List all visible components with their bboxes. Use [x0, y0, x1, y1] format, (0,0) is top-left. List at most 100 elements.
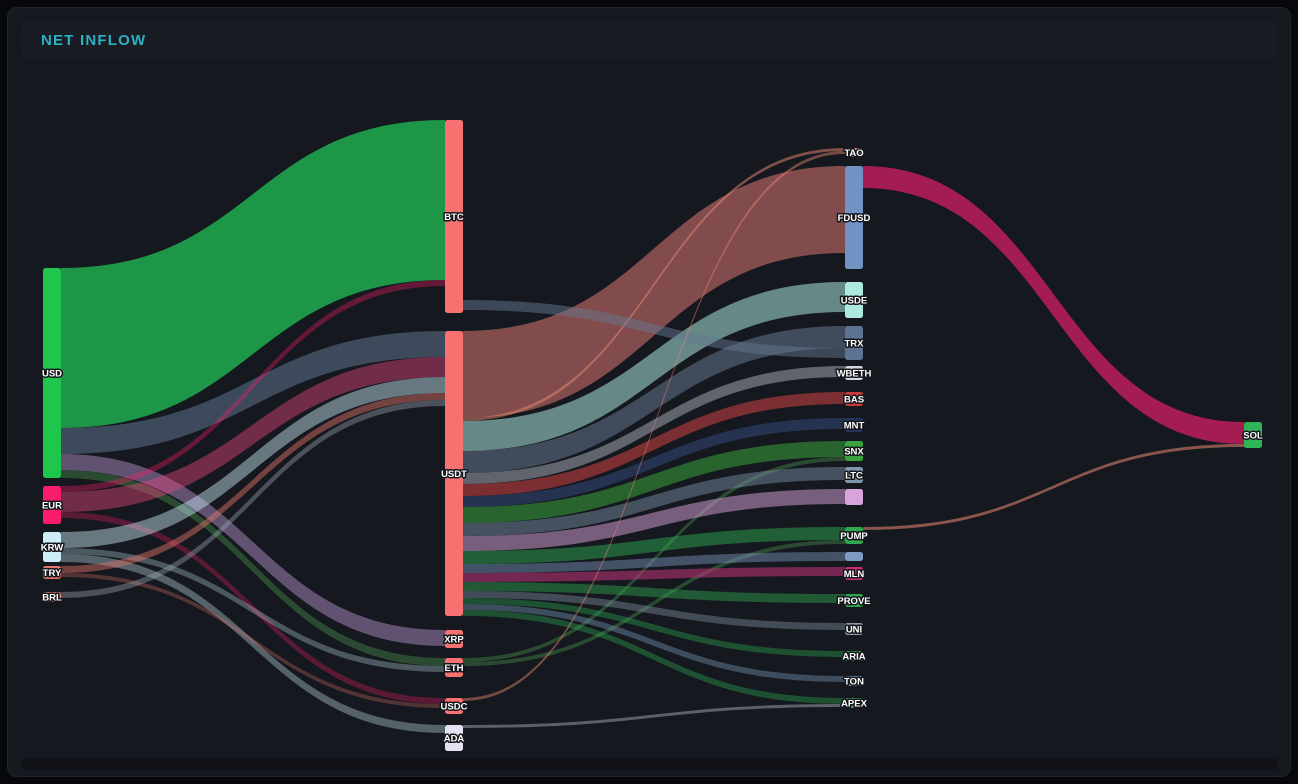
sankey-link-ADA-APEX[interactable] — [463, 704, 845, 728]
node-label-LTC: LTC — [845, 471, 863, 482]
sankey-link-USDT-WBETH[interactable] — [463, 366, 845, 484]
sankey-link-USDT-NODE2[interactable] — [463, 552, 845, 573]
sankey-link-USDT-MLN[interactable] — [463, 567, 845, 582]
sankey-node-ARIA[interactable] — [845, 651, 863, 661]
sankey-node-ADA[interactable] — [445, 725, 463, 751]
sankey-link-FDUSD-SOL[interactable] — [863, 166, 1244, 444]
sankey-link-USD-XRP[interactable] — [61, 454, 445, 646]
node-label-ETH: ETH — [445, 663, 464, 674]
sankey-link-BTC-TRX[interactable] — [463, 300, 845, 358]
sankey-link-USDT-TAO[interactable] — [463, 148, 845, 421]
sankey-link-USDT-USDE[interactable] — [463, 282, 845, 451]
sankey-link-USDT-ARIA[interactable] — [463, 598, 845, 657]
sankey-link-USDT-TON[interactable] — [463, 604, 845, 682]
sankey-node-SOL[interactable] — [1244, 422, 1262, 448]
sankey-chart: USD EUR KRW TRY BRL BTC USDT XRP ETH USDC ADA TAO FD… — [8, 8, 1290, 776]
sankey-link-TRY-USDC[interactable] — [61, 573, 445, 708]
sankey-link-USDT-UNI[interactable] — [463, 591, 845, 630]
sankey-node-UNI[interactable] — [845, 623, 863, 635]
sankey-node-USD[interactable] — [43, 268, 61, 478]
node-label-PUMP: PUMP — [840, 531, 868, 542]
sankey-node-SNX[interactable] — [845, 441, 863, 461]
sankey-link-EUR-BTC[interactable] — [61, 280, 445, 492]
sankey-link-USD-USDT[interactable] — [61, 331, 445, 454]
node-label-ARIA: ARIA — [842, 652, 865, 663]
sankey-link-KRW-USDT[interactable] — [61, 377, 445, 548]
node-label-UNI: UNI — [846, 625, 862, 636]
sankey-node-TON[interactable] — [845, 676, 863, 686]
node-label-EUR: EUR — [42, 501, 62, 512]
node-label-SOL: SOL — [1243, 431, 1263, 442]
sankey-node-USDT[interactable] — [445, 331, 463, 616]
sankey-node-WBETH[interactable] — [845, 366, 863, 380]
sankey-link-USDC-TAO[interactable] — [463, 151, 845, 701]
sankey-link-USDT-APEX[interactable] — [463, 610, 845, 704]
sankey-node-LTC[interactable] — [845, 467, 863, 483]
node-label-TON: TON — [844, 677, 864, 688]
node-label-USD: USD — [42, 369, 62, 380]
sankey-node-MNT[interactable] — [845, 418, 863, 432]
node-label-USDT: USDT — [441, 469, 467, 480]
sankey-link-EUR-USDT[interactable] — [61, 357, 445, 512]
sankey-link-USDT-PUMP[interactable] — [463, 527, 845, 564]
node-label-TRY: TRY — [43, 568, 62, 579]
sankey-node-FDUSD[interactable] — [845, 166, 863, 269]
sankey-link-USDT-NODE1[interactable] — [463, 489, 845, 551]
sankey-node-BTC[interactable] — [445, 120, 463, 313]
sankey-node-TAO[interactable] — [845, 148, 863, 157]
sankey-node-NODE2[interactable] — [845, 552, 863, 561]
sankey-link-USDT-LTC[interactable] — [463, 467, 845, 536]
card-header: NET INFLOW — [21, 21, 1277, 59]
node-label-BAS: BAS — [844, 395, 864, 406]
sankey-labels: USD EUR KRW TRY BRL BTC USDT XRP ETH USDC ADA TAO FD… — [39, 147, 1264, 747]
sankey-link-KRW-ADA[interactable] — [61, 554, 445, 733]
sankey-link-USDT-TRX[interactable] — [463, 326, 845, 473]
node-label-ADA: ADA — [444, 734, 465, 745]
sankey-link-USDT-PROVE[interactable] — [463, 582, 845, 603]
sankey-link-USDT-MNT[interactable] — [463, 418, 845, 507]
node-label-TAO: TAO — [844, 148, 863, 159]
sankey-link-PUMP-SOL[interactable] — [863, 444, 1244, 530]
node-label-KRW: KRW — [41, 543, 64, 554]
node-label-FDUSD: FDUSD — [838, 213, 871, 224]
sankey-node-PUMP[interactable] — [845, 527, 863, 544]
sankey-node-ETH[interactable] — [445, 658, 463, 677]
sankey-link-KRW-ETH[interactable] — [61, 548, 445, 672]
sankey-link-USDT-FDUSD[interactable] — [463, 166, 845, 418]
sankey-node-BRL[interactable] — [43, 592, 61, 602]
sankey-node-BAS[interactable] — [845, 392, 863, 406]
sankey-link-ETH-PUMP[interactable] — [463, 540, 845, 666]
node-label-TRX: TRX — [845, 339, 865, 350]
node-label-MLN: MLN — [844, 569, 865, 580]
sankey-node-APEX[interactable] — [845, 698, 863, 708]
sankey-node-USDE[interactable] — [845, 282, 863, 318]
sankey-node-EUR[interactable] — [43, 486, 61, 524]
sankey-link-TRY-USDT[interactable] — [61, 393, 445, 573]
card-footer — [21, 758, 1277, 770]
sankey-link-EUR-USDC[interactable] — [61, 512, 445, 704]
net-inflow-card: NET INFLOW USD EUR KRW TRY BRL BTC USDT XRP ETH U… — [7, 7, 1291, 777]
sankey-node-USDC[interactable] — [445, 698, 463, 714]
node-label-PROVE: PROVE — [837, 596, 870, 607]
sankey-node-PROVE[interactable] — [845, 594, 863, 607]
node-label-USDC: USDC — [441, 702, 468, 713]
sankey-link-USDT-SNX[interactable] — [463, 441, 845, 523]
sankey-link-USD-ETH[interactable] — [61, 470, 445, 666]
sankey-link-BRL-USDT[interactable] — [61, 400, 445, 598]
sankey-node-MLN[interactable] — [845, 567, 863, 580]
sankey-node-NODE1[interactable] — [845, 489, 863, 505]
sankey-node-TRY[interactable] — [43, 566, 61, 579]
sankey-link-ETH-SNX[interactable] — [463, 457, 845, 662]
sankey-link-USD-BTC[interactable] — [61, 120, 445, 428]
sankey-node-XRP[interactable] — [445, 630, 463, 648]
node-label-SNX: SNX — [844, 447, 864, 458]
sankey-link-USDT-BAS[interactable] — [463, 392, 845, 496]
node-label-WBETH: WBETH — [837, 369, 872, 380]
sankey-node-TRX[interactable] — [845, 326, 863, 360]
sankey-nodes — [43, 120, 1262, 751]
node-label-XRP: XRP — [444, 635, 464, 646]
chart-title: NET INFLOW — [41, 31, 147, 49]
node-label-BRL: BRL — [42, 593, 62, 604]
sankey-node-KRW[interactable] — [43, 532, 61, 562]
